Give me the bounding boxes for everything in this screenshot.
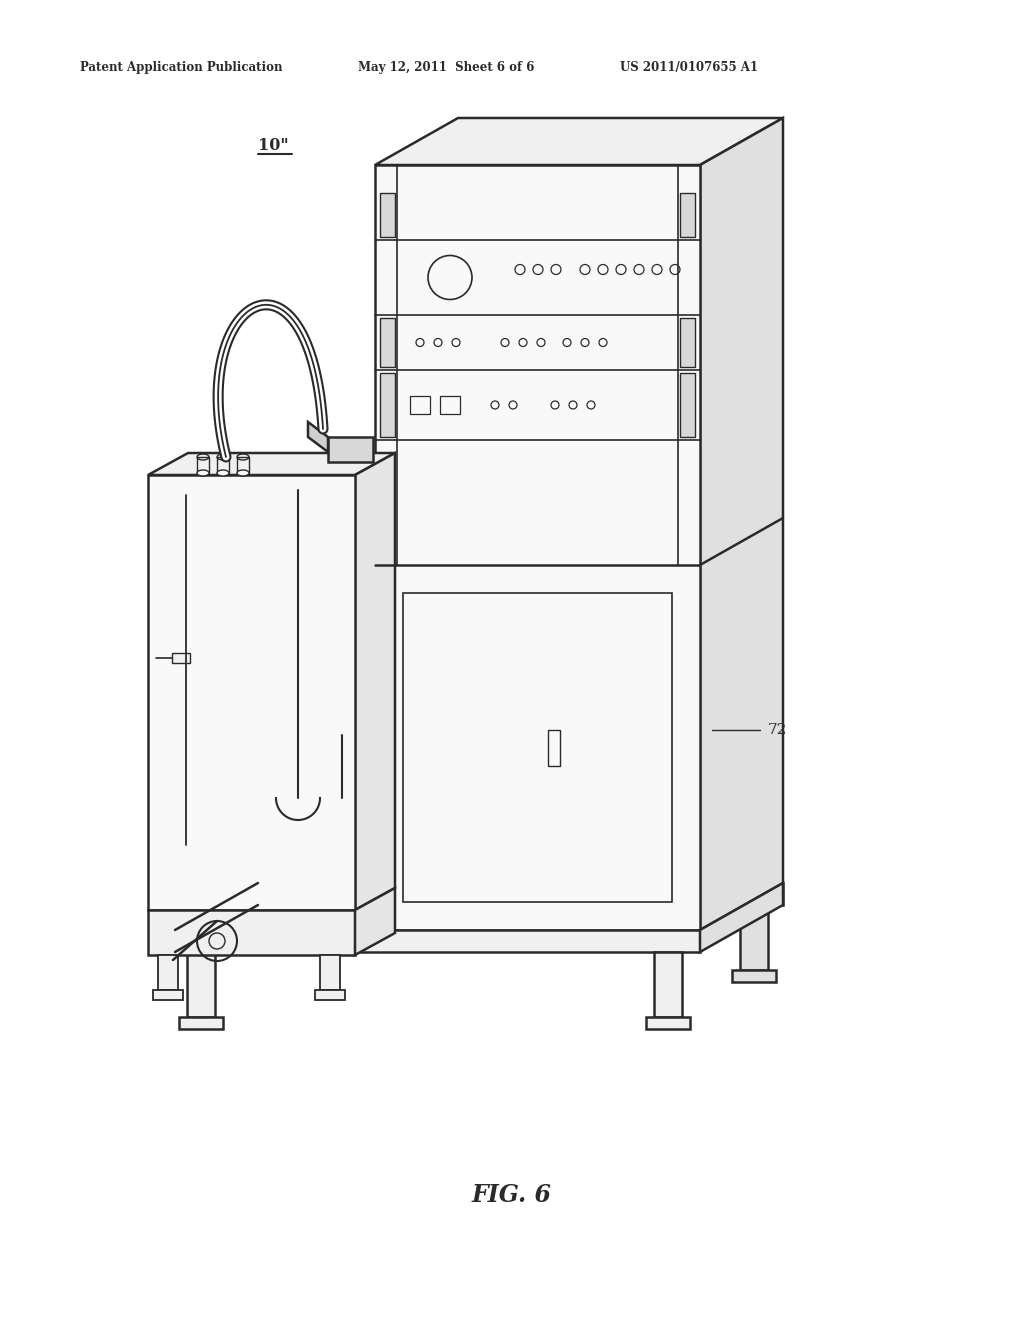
Polygon shape — [646, 1016, 690, 1030]
Polygon shape — [732, 970, 776, 982]
Polygon shape — [179, 1016, 223, 1030]
Polygon shape — [654, 952, 682, 1016]
Bar — [548, 730, 560, 766]
Text: May 12, 2011  Sheet 6 of 6: May 12, 2011 Sheet 6 of 6 — [358, 62, 535, 74]
Ellipse shape — [237, 470, 249, 477]
Polygon shape — [308, 422, 328, 451]
Polygon shape — [355, 888, 395, 954]
Bar — [403, 593, 672, 902]
Polygon shape — [680, 318, 695, 367]
Bar — [197, 457, 209, 473]
Text: Patent Application Publication: Patent Application Publication — [80, 62, 283, 74]
Polygon shape — [680, 374, 695, 437]
Polygon shape — [355, 453, 395, 909]
Text: US 2011/0107655 A1: US 2011/0107655 A1 — [620, 62, 758, 74]
Polygon shape — [700, 883, 783, 952]
Bar — [217, 457, 229, 473]
Polygon shape — [380, 318, 395, 367]
Polygon shape — [328, 437, 373, 462]
Polygon shape — [153, 990, 183, 1001]
Bar — [237, 457, 249, 473]
Polygon shape — [148, 909, 355, 954]
Text: 72: 72 — [768, 723, 787, 737]
Polygon shape — [315, 990, 345, 1001]
Polygon shape — [148, 475, 355, 909]
Ellipse shape — [217, 470, 229, 477]
Polygon shape — [740, 906, 768, 970]
Bar — [410, 396, 430, 414]
Polygon shape — [175, 931, 700, 952]
Polygon shape — [380, 374, 395, 437]
Text: FIG. 6: FIG. 6 — [472, 1183, 552, 1206]
Polygon shape — [375, 165, 700, 931]
Text: 10": 10" — [258, 136, 289, 153]
Polygon shape — [187, 952, 215, 1016]
Polygon shape — [158, 954, 178, 990]
Polygon shape — [148, 453, 395, 475]
Bar — [440, 396, 460, 414]
Polygon shape — [680, 193, 695, 238]
Polygon shape — [380, 193, 395, 238]
Polygon shape — [258, 883, 783, 906]
Polygon shape — [375, 117, 783, 165]
Ellipse shape — [197, 470, 209, 477]
Polygon shape — [700, 117, 783, 931]
Polygon shape — [319, 954, 340, 990]
Polygon shape — [172, 652, 190, 663]
